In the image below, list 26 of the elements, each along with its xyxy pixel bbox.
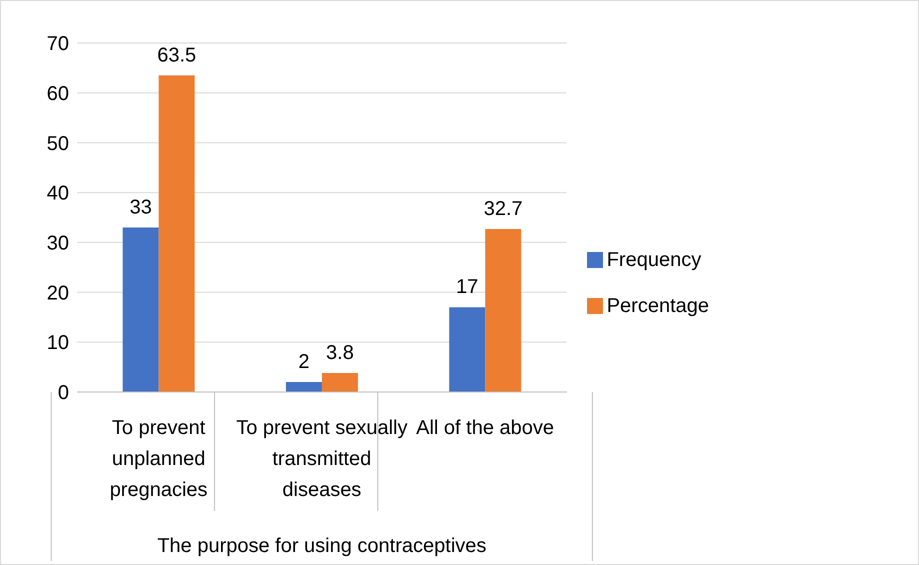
- bar: [322, 373, 358, 392]
- y-tick-label: 20: [46, 282, 69, 304]
- bar: [122, 227, 159, 392]
- data-label: 33: [130, 196, 152, 218]
- bar: [449, 307, 486, 392]
- y-tick-label: 10: [46, 332, 69, 354]
- data-label: 63.5: [157, 44, 196, 66]
- data-label: 3.8: [326, 342, 354, 364]
- y-tick-label: 50: [46, 132, 69, 155]
- x-axis-title: The purpose for using contraceptives: [157, 535, 486, 557]
- bar: [286, 382, 322, 392]
- y-tick-label: 30: [46, 232, 69, 255]
- x-tick-label: To prevent unplanned pregnacies: [110, 417, 208, 501]
- x-tick-label: All of the above: [416, 417, 554, 439]
- bar: [485, 228, 522, 392]
- legend-label: Percentage: [606, 294, 709, 316]
- x-tick-label: To prevent sexually transmitted diseases: [236, 417, 408, 501]
- data-label: 17: [456, 276, 478, 298]
- y-tick-label: 70: [46, 33, 69, 56]
- data-label: 32.7: [484, 198, 523, 220]
- y-tick-label: 60: [46, 82, 69, 105]
- y-tick-label: 40: [46, 182, 69, 205]
- y-tick-label: 0: [58, 382, 69, 404]
- bar: [158, 75, 195, 392]
- legend-label: Frequency: [606, 248, 702, 270]
- data-label: 2: [298, 351, 310, 374]
